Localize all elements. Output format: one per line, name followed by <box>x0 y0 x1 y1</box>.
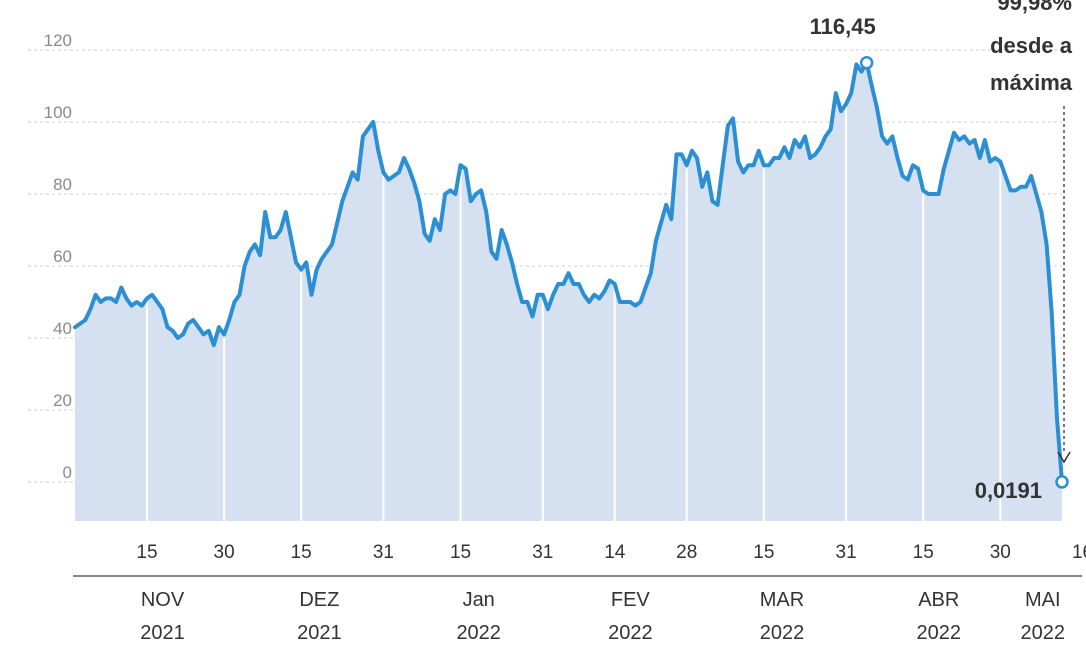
month-year: 2021 <box>297 622 342 644</box>
y-tick-label: 60 <box>53 247 72 266</box>
y-tick-label: 120 <box>44 31 72 50</box>
month-name: MAR <box>760 589 804 611</box>
area-fill <box>75 62 1062 522</box>
y-tick-labels: 0 20 40 60 80 100 120 <box>44 31 72 482</box>
x-tick-label: 16 <box>1072 542 1086 563</box>
month-year: 2022 <box>456 622 501 644</box>
peak-marker <box>859 56 874 70</box>
last-value-label: 0,0191 <box>975 478 1042 503</box>
x-tick-label: 14 <box>604 542 626 563</box>
x-tick-label: 15 <box>753 542 774 563</box>
x-tick-label: 30 <box>214 542 235 563</box>
x-tick-label: 28 <box>676 542 697 563</box>
x-tick-label: 31 <box>373 542 394 563</box>
y-tick-label: 0 <box>63 463 72 482</box>
month-name: MAI <box>1025 589 1061 611</box>
drawdown-label: máxima <box>990 70 1073 95</box>
drawdown-label: 99,98% <box>997 0 1072 15</box>
x-tick-label: 31 <box>532 542 553 563</box>
month-year: 2022 <box>917 622 962 644</box>
x-tick-label: 31 <box>836 542 857 563</box>
month-name: Jan <box>463 589 495 611</box>
annotations: 116,45 0,0191 99,98% desde a máxima <box>810 0 1073 503</box>
month-name: ABR <box>918 589 959 611</box>
month-year: 2022 <box>760 622 805 644</box>
drawdown-arrow-head <box>1057 451 1071 464</box>
y-tick-label: 100 <box>44 103 72 122</box>
x-tick-label: 15 <box>136 542 157 563</box>
month-name: NOV <box>141 589 185 611</box>
x-tick-label: 15 <box>913 542 934 563</box>
month-name: FEV <box>611 589 651 611</box>
month-name: DEZ <box>299 589 339 611</box>
vertical-separators <box>145 0 1084 521</box>
series-line <box>73 60 1064 484</box>
y-tick-label: 20 <box>53 391 72 410</box>
x-tick-label: 15 <box>291 542 312 563</box>
month-groups: NOV 2021 DEZ 2021 Jan 2022 FEV 2022 MAR 2022 ABR 20… <box>73 575 1082 644</box>
x-tick-label: 15 <box>450 542 471 563</box>
peak-label: 116,45 <box>810 14 876 39</box>
month-year: 2022 <box>1020 622 1065 644</box>
y-tick-label: 40 <box>53 319 72 338</box>
month-year: 2021 <box>140 622 185 644</box>
month-year: 2022 <box>608 622 653 644</box>
drawdown-label: desde a <box>990 33 1073 58</box>
x-tick-label: 30 <box>990 542 1011 563</box>
x-tick-labels: 15 30 15 31 15 31 14 28 15 31 15 30 16 <box>136 542 1086 563</box>
last-marker <box>1055 475 1069 489</box>
y-tick-label: 80 <box>53 175 72 194</box>
